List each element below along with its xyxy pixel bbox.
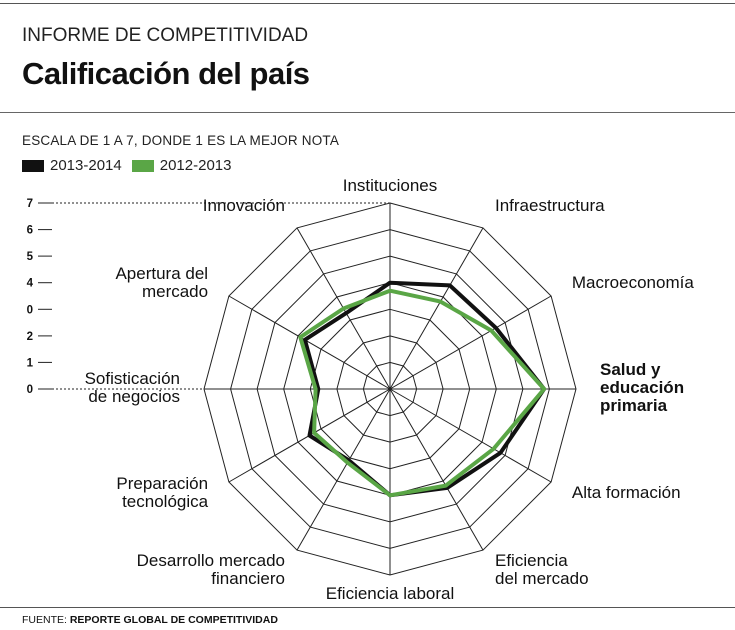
legend-item-2013-2014: 2013-2014 [22,157,122,174]
category-label: Desarrollo mercado financiero [137,551,285,588]
category-label-line: Preparación [116,474,208,493]
legend-label-2013-2014: 2013-2014 [50,157,122,174]
category-labels: Instituciones Infraestructura Macroeconomí… [85,176,695,603]
category-label-line: Instituciones [343,176,438,195]
category-label: Infraestructura [495,196,605,215]
scale-tick-label: 1 [27,357,34,369]
scale-tick-label: 0 [27,304,33,316]
scale-tick-label: 5 [27,251,34,263]
category-label-line: mercado [142,282,208,301]
scale-tick-label: 4 [27,278,34,290]
kicker: INFORME DE COMPETITIVIDAD [22,25,309,46]
legend-label-2012-2013: 2012-2013 [159,157,232,174]
category-label-line: primaria [600,396,668,415]
category-label-line: Eficiencia laboral [326,584,455,603]
category-label-line: Salud y [600,360,661,379]
footer-divider [0,607,735,608]
chart-legend: 2013-2014 2012-2013 [22,157,241,174]
category-label-line: del mercado [495,569,589,588]
category-label: Sofisticación de negocios [85,369,180,406]
category-label: Eficiencia del mercado [495,551,589,588]
category-label-line: Eficiencia [495,551,568,570]
category-label: Innovación [203,196,285,215]
category-label: Eficiencia laboral [326,584,455,603]
source-prefix: FUENTE: [22,614,67,626]
scale-tick-label: 6 [27,225,33,237]
grid-spoke-10 [228,295,391,390]
chart-subtitle: ESCALA DE 1 A 7, DONDE 1 ES LA MEJOR NOT… [22,133,340,148]
category-label: Salud y educación primaria [600,360,684,415]
radar-grid [203,202,577,576]
scale-tick-label: 2 [27,331,33,343]
scale-tick-label: 7 [27,198,33,210]
category-label: Alta formación [572,483,681,502]
legend-swatch-2013-2014 [22,159,44,172]
category-label-line: de negocios [88,387,180,406]
grid-spoke-4 [389,388,552,483]
scale-tick-label: 0 [27,384,33,396]
header-divider [0,112,735,113]
category-label-line: financiero [211,569,285,588]
page-title: Calificación del país [22,56,310,91]
category-label-line: Macroeconomía [572,273,694,292]
scale-axis: 7 6 5 4 0 2 1 0 [27,198,390,396]
top-rule [0,3,735,4]
legend-item-2012-2013: 2012-2013 [131,157,232,174]
category-label-line: Alta formación [572,483,681,502]
source-text: REPORTE GLOBAL DE COMPETITIVIDAD [69,614,278,626]
category-label-line: Infraestructura [495,196,605,215]
source-note: FUENTE: REPORTE GLOBAL DE COMPETITIVIDAD [22,614,278,626]
grid-spoke-1 [389,227,484,390]
grid-spoke-7 [296,388,391,551]
category-label-line: Innovación [203,196,285,215]
category-label-line: Sofisticación [85,369,180,388]
grid-spoke-5 [389,388,484,551]
category-label-line: educación [600,378,684,397]
category-label-line: Desarrollo mercado [137,551,285,570]
grid-spoke-2 [389,295,552,390]
category-label: Instituciones [343,176,438,195]
radar-series [298,280,547,498]
category-label-line: Apertura del [115,264,208,283]
legend-swatch-2012-2013 [131,159,154,172]
category-label: Macroeconomía [572,273,694,292]
category-label-line: tecnológica [122,492,209,511]
series-line-2012-2013 [298,288,547,498]
category-label: Preparación tecnológica [116,474,208,511]
category-label: Apertura del mercado [115,264,208,301]
